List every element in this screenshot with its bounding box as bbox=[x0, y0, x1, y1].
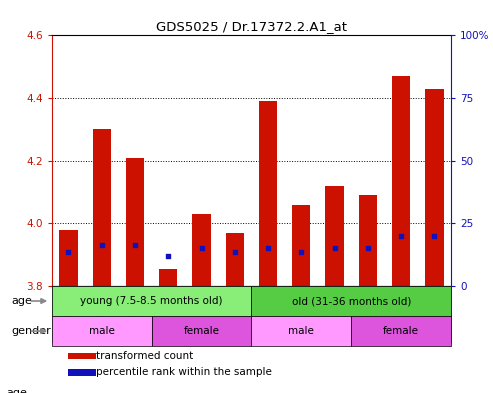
Bar bbox=[152, 286, 185, 342]
Text: female: female bbox=[183, 326, 219, 336]
Bar bbox=[385, 286, 418, 342]
Point bbox=[264, 245, 272, 252]
Text: age: age bbox=[12, 296, 33, 306]
Text: GSM1293347: GSM1293347 bbox=[363, 287, 372, 341]
Bar bbox=[218, 286, 251, 342]
Bar bbox=[418, 286, 451, 342]
Text: age: age bbox=[6, 388, 27, 393]
Point bbox=[331, 245, 339, 252]
Bar bbox=[325, 186, 344, 286]
Point bbox=[164, 253, 172, 259]
Bar bbox=[192, 214, 211, 286]
Text: GSM1293353: GSM1293353 bbox=[397, 287, 406, 341]
Bar bbox=[59, 230, 77, 286]
Point bbox=[98, 242, 106, 248]
Text: female: female bbox=[383, 326, 419, 336]
Bar bbox=[359, 195, 377, 286]
Bar bbox=[352, 286, 385, 342]
Text: GSM1293355: GSM1293355 bbox=[430, 287, 439, 341]
Point bbox=[297, 248, 305, 255]
Bar bbox=[251, 316, 352, 346]
Bar bbox=[292, 204, 311, 286]
Point bbox=[364, 245, 372, 252]
Text: GSM1293349: GSM1293349 bbox=[131, 287, 140, 341]
Text: GSM1293356: GSM1293356 bbox=[230, 287, 239, 341]
Bar bbox=[352, 316, 451, 346]
Bar bbox=[52, 286, 85, 342]
Text: gender: gender bbox=[12, 326, 52, 336]
Bar bbox=[425, 89, 444, 286]
Bar bbox=[285, 286, 318, 342]
Text: GSM1293346: GSM1293346 bbox=[64, 287, 73, 341]
Text: GSM1293351: GSM1293351 bbox=[164, 287, 173, 341]
Bar bbox=[52, 286, 251, 316]
Text: percentile rank within the sample: percentile rank within the sample bbox=[96, 367, 272, 377]
Point bbox=[397, 233, 405, 239]
Bar bbox=[259, 101, 277, 286]
Text: GSM1293350: GSM1293350 bbox=[264, 287, 273, 341]
Text: young (7.5-8.5 months old): young (7.5-8.5 months old) bbox=[80, 296, 223, 306]
Text: male: male bbox=[89, 326, 114, 336]
Bar bbox=[126, 158, 144, 286]
Point bbox=[430, 233, 438, 239]
Title: GDS5025 / Dr.17372.2.A1_at: GDS5025 / Dr.17372.2.A1_at bbox=[156, 20, 347, 33]
Bar bbox=[159, 269, 177, 286]
Bar bbox=[251, 286, 451, 316]
Bar bbox=[52, 316, 152, 346]
Bar bbox=[85, 286, 118, 342]
Bar bbox=[68, 353, 97, 359]
Point bbox=[231, 248, 239, 255]
Bar bbox=[93, 129, 111, 286]
Bar bbox=[392, 76, 410, 286]
Text: GSM1293357: GSM1293357 bbox=[330, 287, 339, 341]
Bar bbox=[152, 316, 251, 346]
Text: transformed count: transformed count bbox=[96, 351, 193, 361]
Point bbox=[198, 245, 206, 252]
Text: GSM1293354: GSM1293354 bbox=[197, 287, 206, 341]
Point bbox=[131, 242, 139, 248]
Text: GSM1293352: GSM1293352 bbox=[297, 287, 306, 341]
Bar bbox=[226, 233, 244, 286]
Text: old (31-36 months old): old (31-36 months old) bbox=[291, 296, 411, 306]
Bar bbox=[118, 286, 152, 342]
Bar bbox=[318, 286, 352, 342]
Point bbox=[65, 248, 72, 255]
Bar bbox=[251, 286, 284, 342]
Text: male: male bbox=[288, 326, 314, 336]
Bar bbox=[185, 286, 218, 342]
Bar bbox=[68, 369, 97, 376]
Text: GSM1293348: GSM1293348 bbox=[97, 287, 106, 341]
